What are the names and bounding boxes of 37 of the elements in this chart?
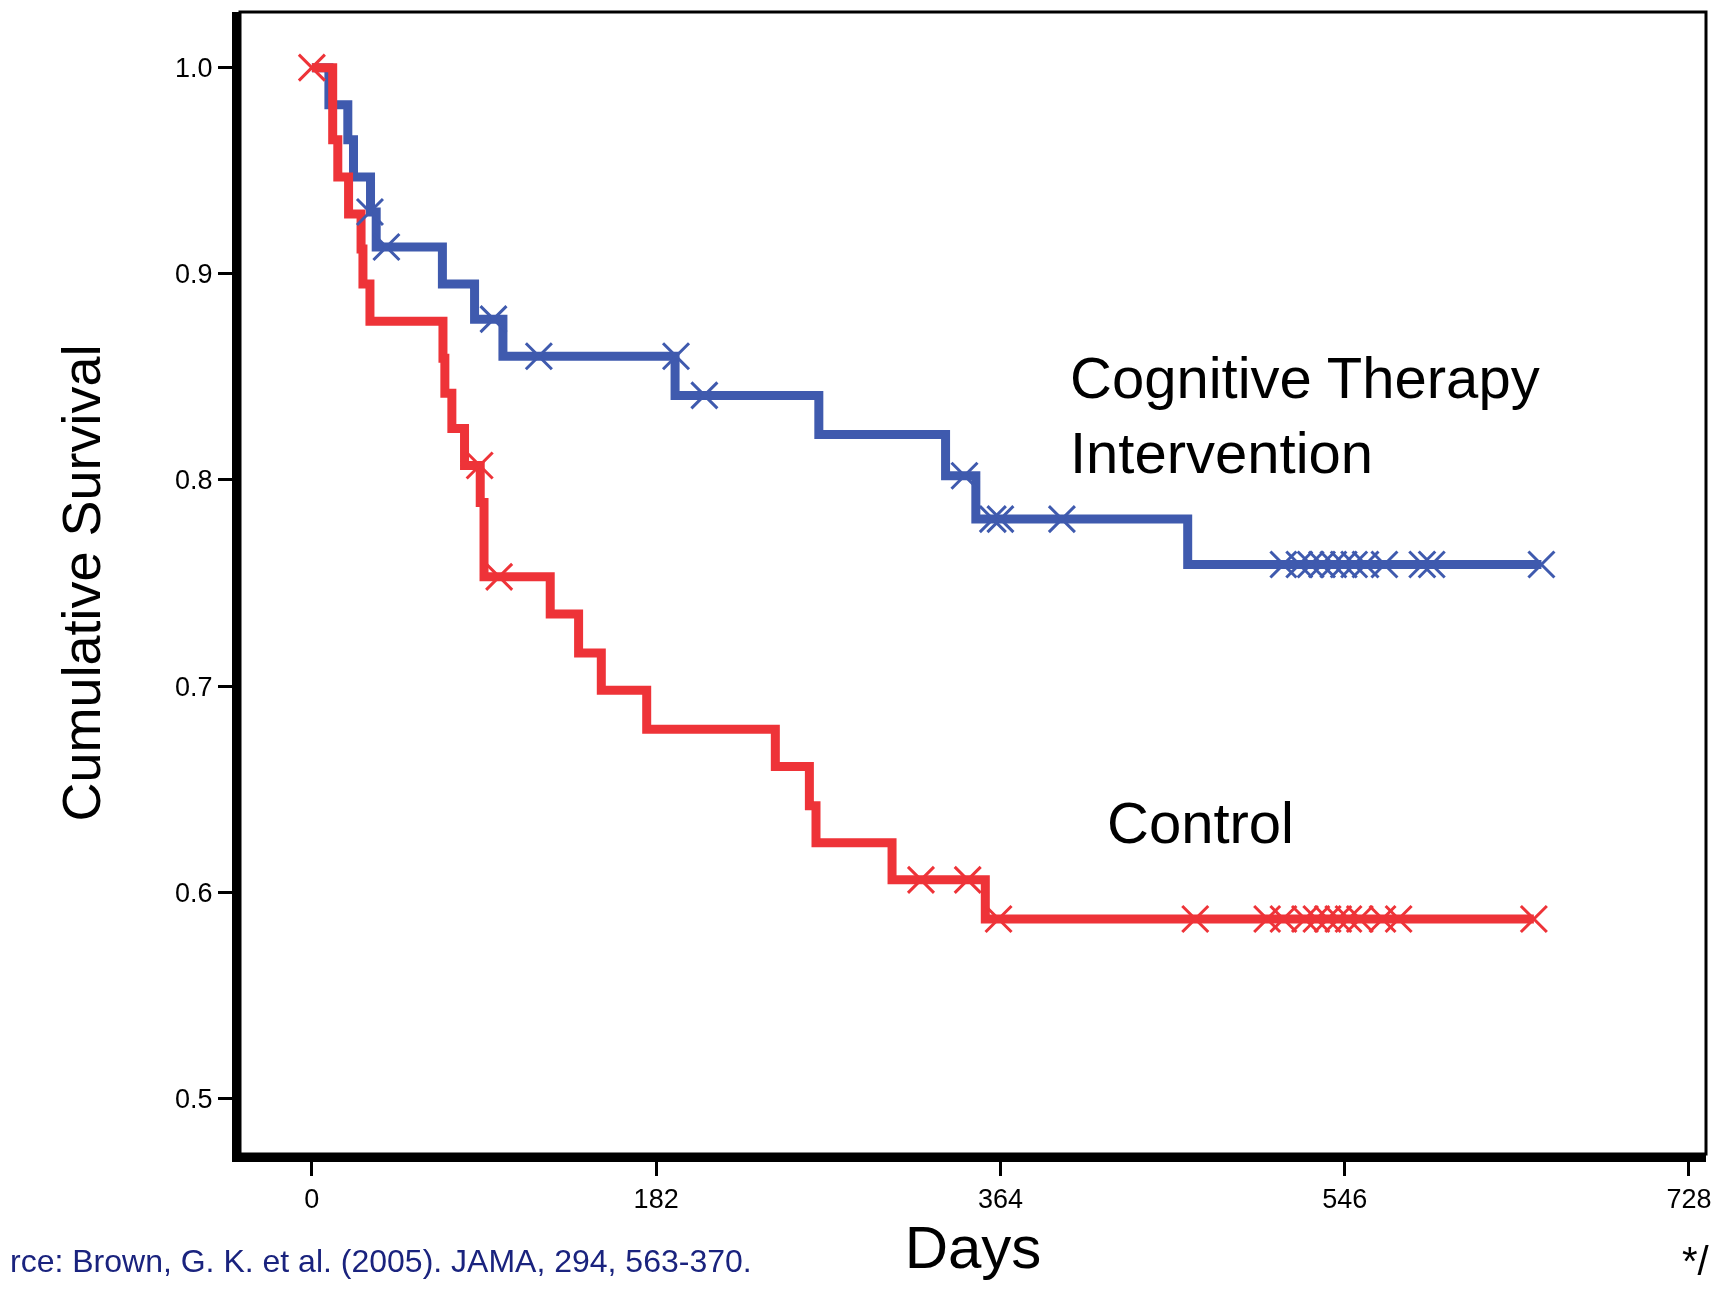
y-tick-label: 0.9 <box>175 259 213 290</box>
y-tick-label: 0.5 <box>175 1083 213 1114</box>
y-tick-label: 0.6 <box>175 877 213 908</box>
point <box>1417 549 1447 579</box>
x-tick-label: 728 <box>1666 1184 1712 1215</box>
point <box>984 904 1014 934</box>
point <box>978 504 1008 534</box>
point <box>371 232 401 262</box>
point <box>906 865 936 895</box>
point <box>1047 504 1077 534</box>
point <box>689 380 719 410</box>
point <box>465 451 495 480</box>
point <box>1252 904 1282 934</box>
point <box>1407 549 1437 579</box>
x-tick-label: 546 <box>1322 1184 1368 1215</box>
x-axis-title: Days <box>904 1214 1042 1282</box>
point <box>1333 904 1363 934</box>
text: rce: Brown, G. K. et al. (2005). JAMA, 294, 563-370. <box>10 1243 752 1279</box>
point <box>524 341 554 371</box>
y-tick-label: 0.7 <box>175 671 213 702</box>
x-tick-label: 182 <box>633 1184 679 1215</box>
y-tick-label: 0.8 <box>175 465 213 496</box>
point <box>985 504 1015 534</box>
text: */ <box>1682 1239 1710 1283</box>
series-label: Control <box>1107 790 1294 855</box>
point <box>1384 904 1414 934</box>
y-axis-title: Cumulative Survival <box>51 344 112 822</box>
point <box>949 461 979 491</box>
point <box>484 562 514 592</box>
point <box>661 341 691 371</box>
point <box>478 304 508 334</box>
x-tick-label: 364 <box>977 1184 1023 1215</box>
point <box>953 865 983 895</box>
y-tick-label: 1.0 <box>175 53 213 84</box>
series-label: Cognitive Therapy Intervention <box>1070 345 1540 486</box>
point <box>1180 904 1210 934</box>
x-tick-label: 0 <box>304 1184 320 1215</box>
